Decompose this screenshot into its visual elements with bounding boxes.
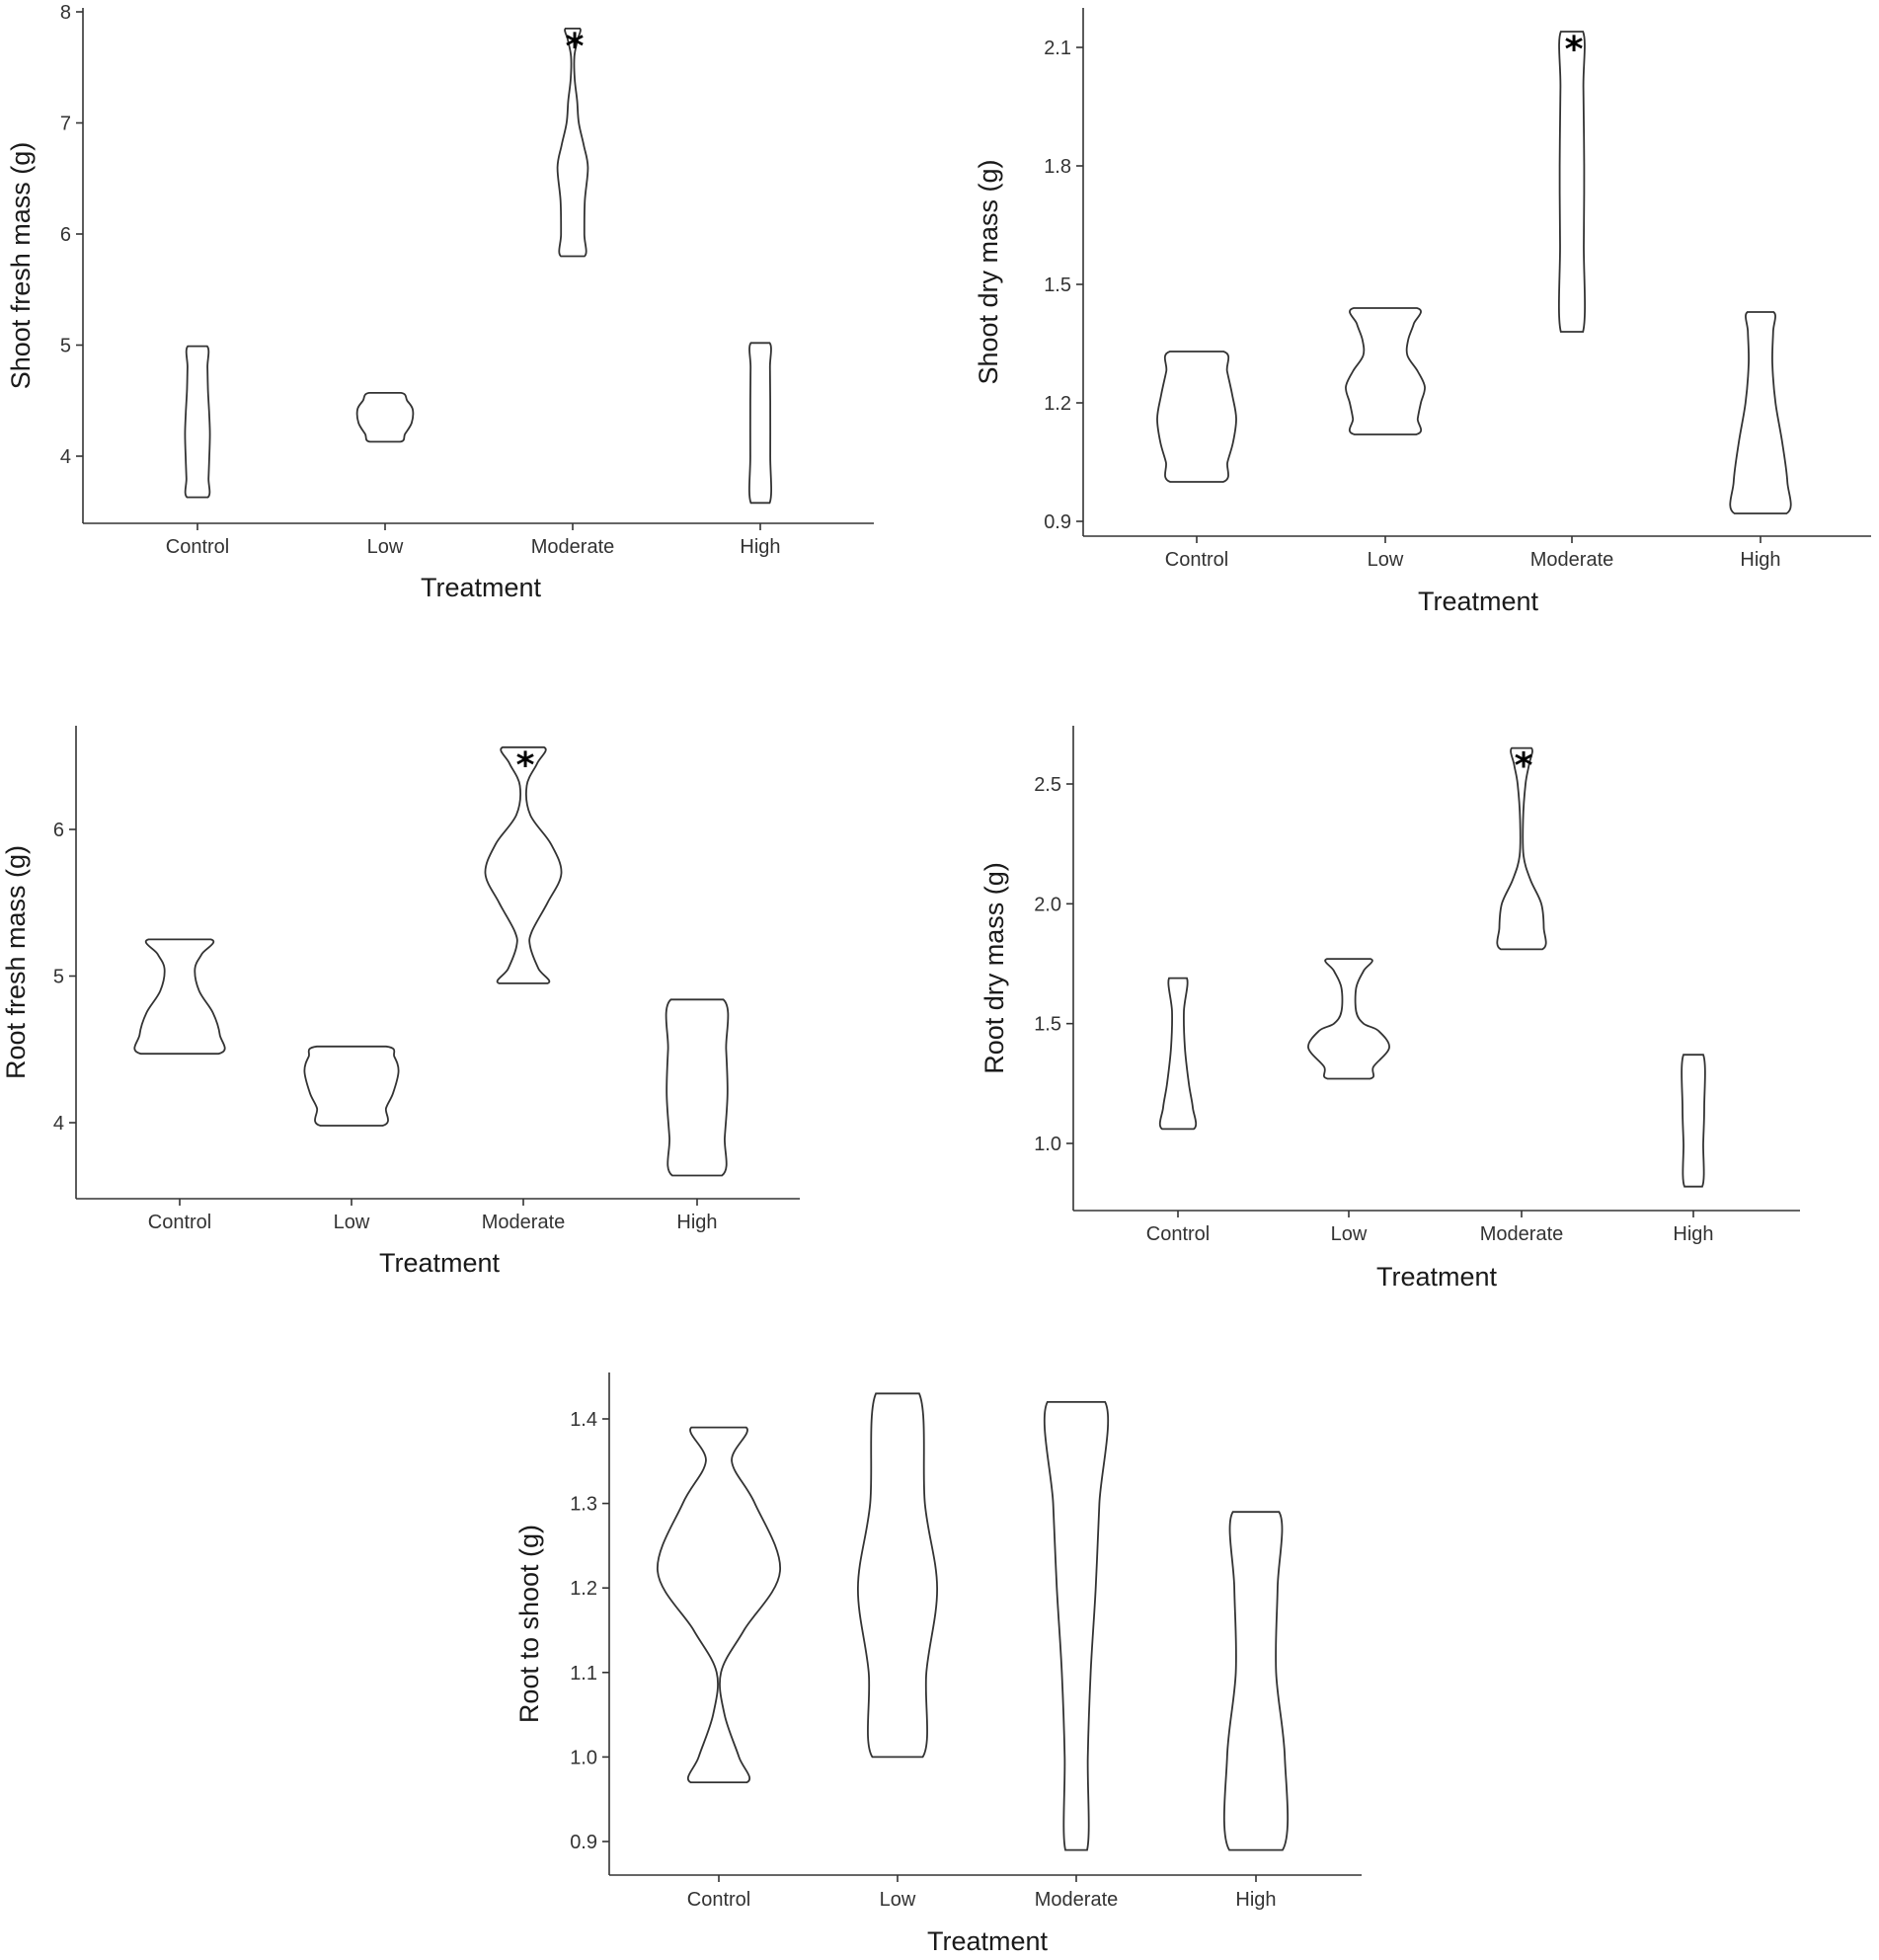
violin-moderate bbox=[1496, 746, 1547, 951]
x-tick-label: Control bbox=[1165, 549, 1228, 571]
violin-control bbox=[657, 1426, 781, 1783]
x-tick-label: Low bbox=[1331, 1223, 1368, 1245]
y-axis-title: Root to shoot (g) bbox=[514, 1525, 544, 1723]
y-tick-label: 1.8 bbox=[1044, 156, 1071, 178]
y-tick-label: 1.5 bbox=[1044, 274, 1071, 296]
violin-high bbox=[1222, 1511, 1290, 1851]
y-tick-label: 4 bbox=[60, 446, 71, 468]
violin-moderate bbox=[556, 28, 589, 258]
x-axis-title: Treatment bbox=[379, 1248, 501, 1278]
y-tick-label: 6 bbox=[53, 820, 64, 841]
x-tick-label: High bbox=[1673, 1223, 1713, 1245]
violin-high bbox=[665, 998, 730, 1177]
violin-control bbox=[133, 938, 226, 1056]
x-tick-label: Low bbox=[1368, 549, 1404, 571]
y-tick-label: 5 bbox=[53, 967, 64, 988]
significance-star: * bbox=[516, 745, 535, 786]
x-axis-title: Treatment bbox=[1418, 587, 1539, 616]
x-tick-label: Moderate bbox=[1480, 1223, 1564, 1245]
chart-panel-5: 0.9 1.0 1.1 1.2 1.3 1.4 Control Low Moderate High… bbox=[514, 1372, 1362, 1956]
y-tick-label: 0.9 bbox=[570, 1832, 597, 1853]
y-tick-label: 1.2 bbox=[1044, 393, 1071, 415]
y-axis-title: Root fresh mass (g) bbox=[1, 845, 31, 1079]
x-tick-label: Low bbox=[367, 536, 404, 558]
x-tick-label: Control bbox=[1146, 1223, 1210, 1245]
y-tick-label: 2.0 bbox=[1034, 894, 1061, 915]
chart-panel-3: 4 5 6 Control Low Moderate High Treatment Root f… bbox=[1, 726, 800, 1278]
y-tick-label: 1.5 bbox=[1034, 1014, 1061, 1036]
x-tick-label: Moderate bbox=[1530, 549, 1614, 571]
y-tick-label: 6 bbox=[60, 224, 71, 246]
y-tick-label: 4 bbox=[53, 1113, 64, 1135]
violin-moderate bbox=[484, 745, 563, 984]
violin-high bbox=[1681, 1054, 1706, 1188]
y-tick-label: 1.3 bbox=[570, 1494, 597, 1516]
violin-low bbox=[1307, 958, 1390, 1080]
x-tick-label: High bbox=[1235, 1889, 1276, 1911]
violin-low bbox=[1345, 307, 1426, 435]
significance-star: * bbox=[1515, 746, 1533, 787]
x-tick-label: Control bbox=[687, 1889, 750, 1911]
y-axis-title: Shoot dry mass (g) bbox=[974, 159, 1003, 384]
x-tick-label: High bbox=[676, 1212, 717, 1233]
y-axis-title: Root dry mass (g) bbox=[979, 862, 1009, 1074]
x-axis-title: Treatment bbox=[927, 1926, 1049, 1956]
y-tick-label: 7 bbox=[60, 114, 71, 135]
chart-panel-1: 4 5 6 7 8 Control Low Moderate High Treatment Shoo… bbox=[6, 2, 874, 602]
violin-low bbox=[355, 392, 415, 443]
x-tick-label: High bbox=[1740, 549, 1780, 571]
y-tick-label: 1.1 bbox=[570, 1663, 597, 1685]
chart-panel-4: 1.0 1.5 2.0 2.5 Control Low Moderate High Treatm… bbox=[979, 726, 1800, 1292]
x-tick-label: Low bbox=[334, 1212, 370, 1233]
y-tick-label: 1.0 bbox=[570, 1747, 597, 1768]
y-tick-label: 5 bbox=[60, 336, 71, 357]
significance-star: * bbox=[1565, 30, 1584, 70]
violin-low bbox=[856, 1392, 939, 1759]
y-tick-label: 2.5 bbox=[1034, 774, 1061, 796]
violin-high bbox=[1729, 311, 1792, 514]
x-tick-label: Moderate bbox=[1035, 1889, 1119, 1911]
x-tick-label: Low bbox=[880, 1889, 916, 1911]
y-tick-label: 1.0 bbox=[1034, 1134, 1061, 1155]
violin-control bbox=[184, 345, 211, 499]
chart-panel-2: 0.9 1.2 1.5 1.8 2.1 Control Low Moderate High Tre… bbox=[974, 8, 1871, 616]
violin-moderate bbox=[1557, 31, 1587, 333]
x-axis-title: Treatment bbox=[1376, 1262, 1498, 1292]
x-tick-label: Moderate bbox=[531, 536, 615, 558]
significance-star: * bbox=[566, 27, 585, 67]
x-tick-label: Control bbox=[148, 1212, 211, 1233]
y-tick-label: 1.2 bbox=[570, 1578, 597, 1600]
x-axis-title: Treatment bbox=[421, 573, 542, 602]
x-tick-label: Control bbox=[166, 536, 229, 558]
y-tick-label: 2.1 bbox=[1044, 38, 1071, 59]
y-tick-label: 1.4 bbox=[570, 1409, 597, 1431]
violin-high bbox=[747, 342, 773, 505]
violin-low bbox=[303, 1045, 400, 1127]
violin-control bbox=[1158, 977, 1198, 1131]
x-tick-label: Moderate bbox=[482, 1212, 566, 1233]
violin-control bbox=[1156, 351, 1237, 483]
y-axis-title: Shoot fresh mass (g) bbox=[6, 142, 36, 390]
x-tick-label: High bbox=[740, 536, 780, 558]
violin-moderate bbox=[1043, 1401, 1110, 1851]
y-tick-label: 8 bbox=[60, 2, 71, 24]
y-tick-label: 0.9 bbox=[1044, 511, 1071, 533]
